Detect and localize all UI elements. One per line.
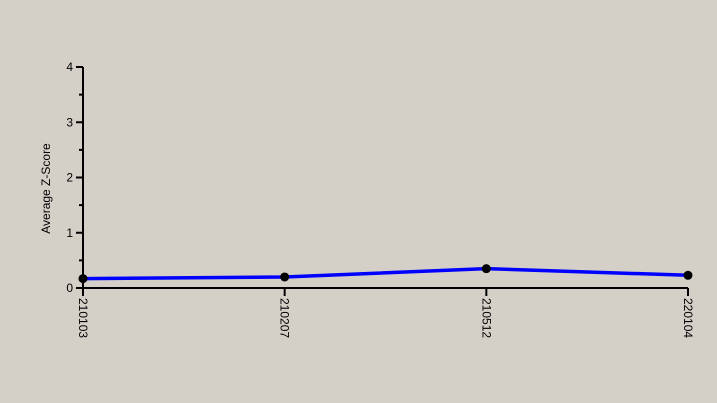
y-tick-label-4: 4 (66, 60, 73, 74)
x-axis-ticks: 210103 210207 210512 220104 (76, 288, 695, 338)
y-axis-ticks: 0 1 2 3 4 (66, 60, 83, 295)
x-tick-label-0: 210103 (76, 298, 90, 338)
y-tick-label-3: 3 (66, 115, 73, 129)
y-axis-title: Average Z-Score (39, 143, 53, 234)
data-point-210512 (481, 264, 491, 274)
y-tick-label-0: 0 (66, 281, 73, 295)
x-tick-label-2: 210512 (479, 298, 493, 338)
x-tick-label-1: 210207 (278, 298, 292, 338)
y-tick-label-1: 1 (66, 226, 73, 240)
data-point-210103 (78, 274, 88, 284)
data-point-220104 (683, 270, 693, 280)
series-line-0 (81, 266, 690, 281)
x-tick-label-3: 220104 (681, 298, 695, 338)
series-layer (78, 264, 693, 284)
y-tick-label-2: 2 (66, 171, 73, 185)
axes (82, 67, 688, 289)
data-point-210207 (280, 272, 290, 282)
